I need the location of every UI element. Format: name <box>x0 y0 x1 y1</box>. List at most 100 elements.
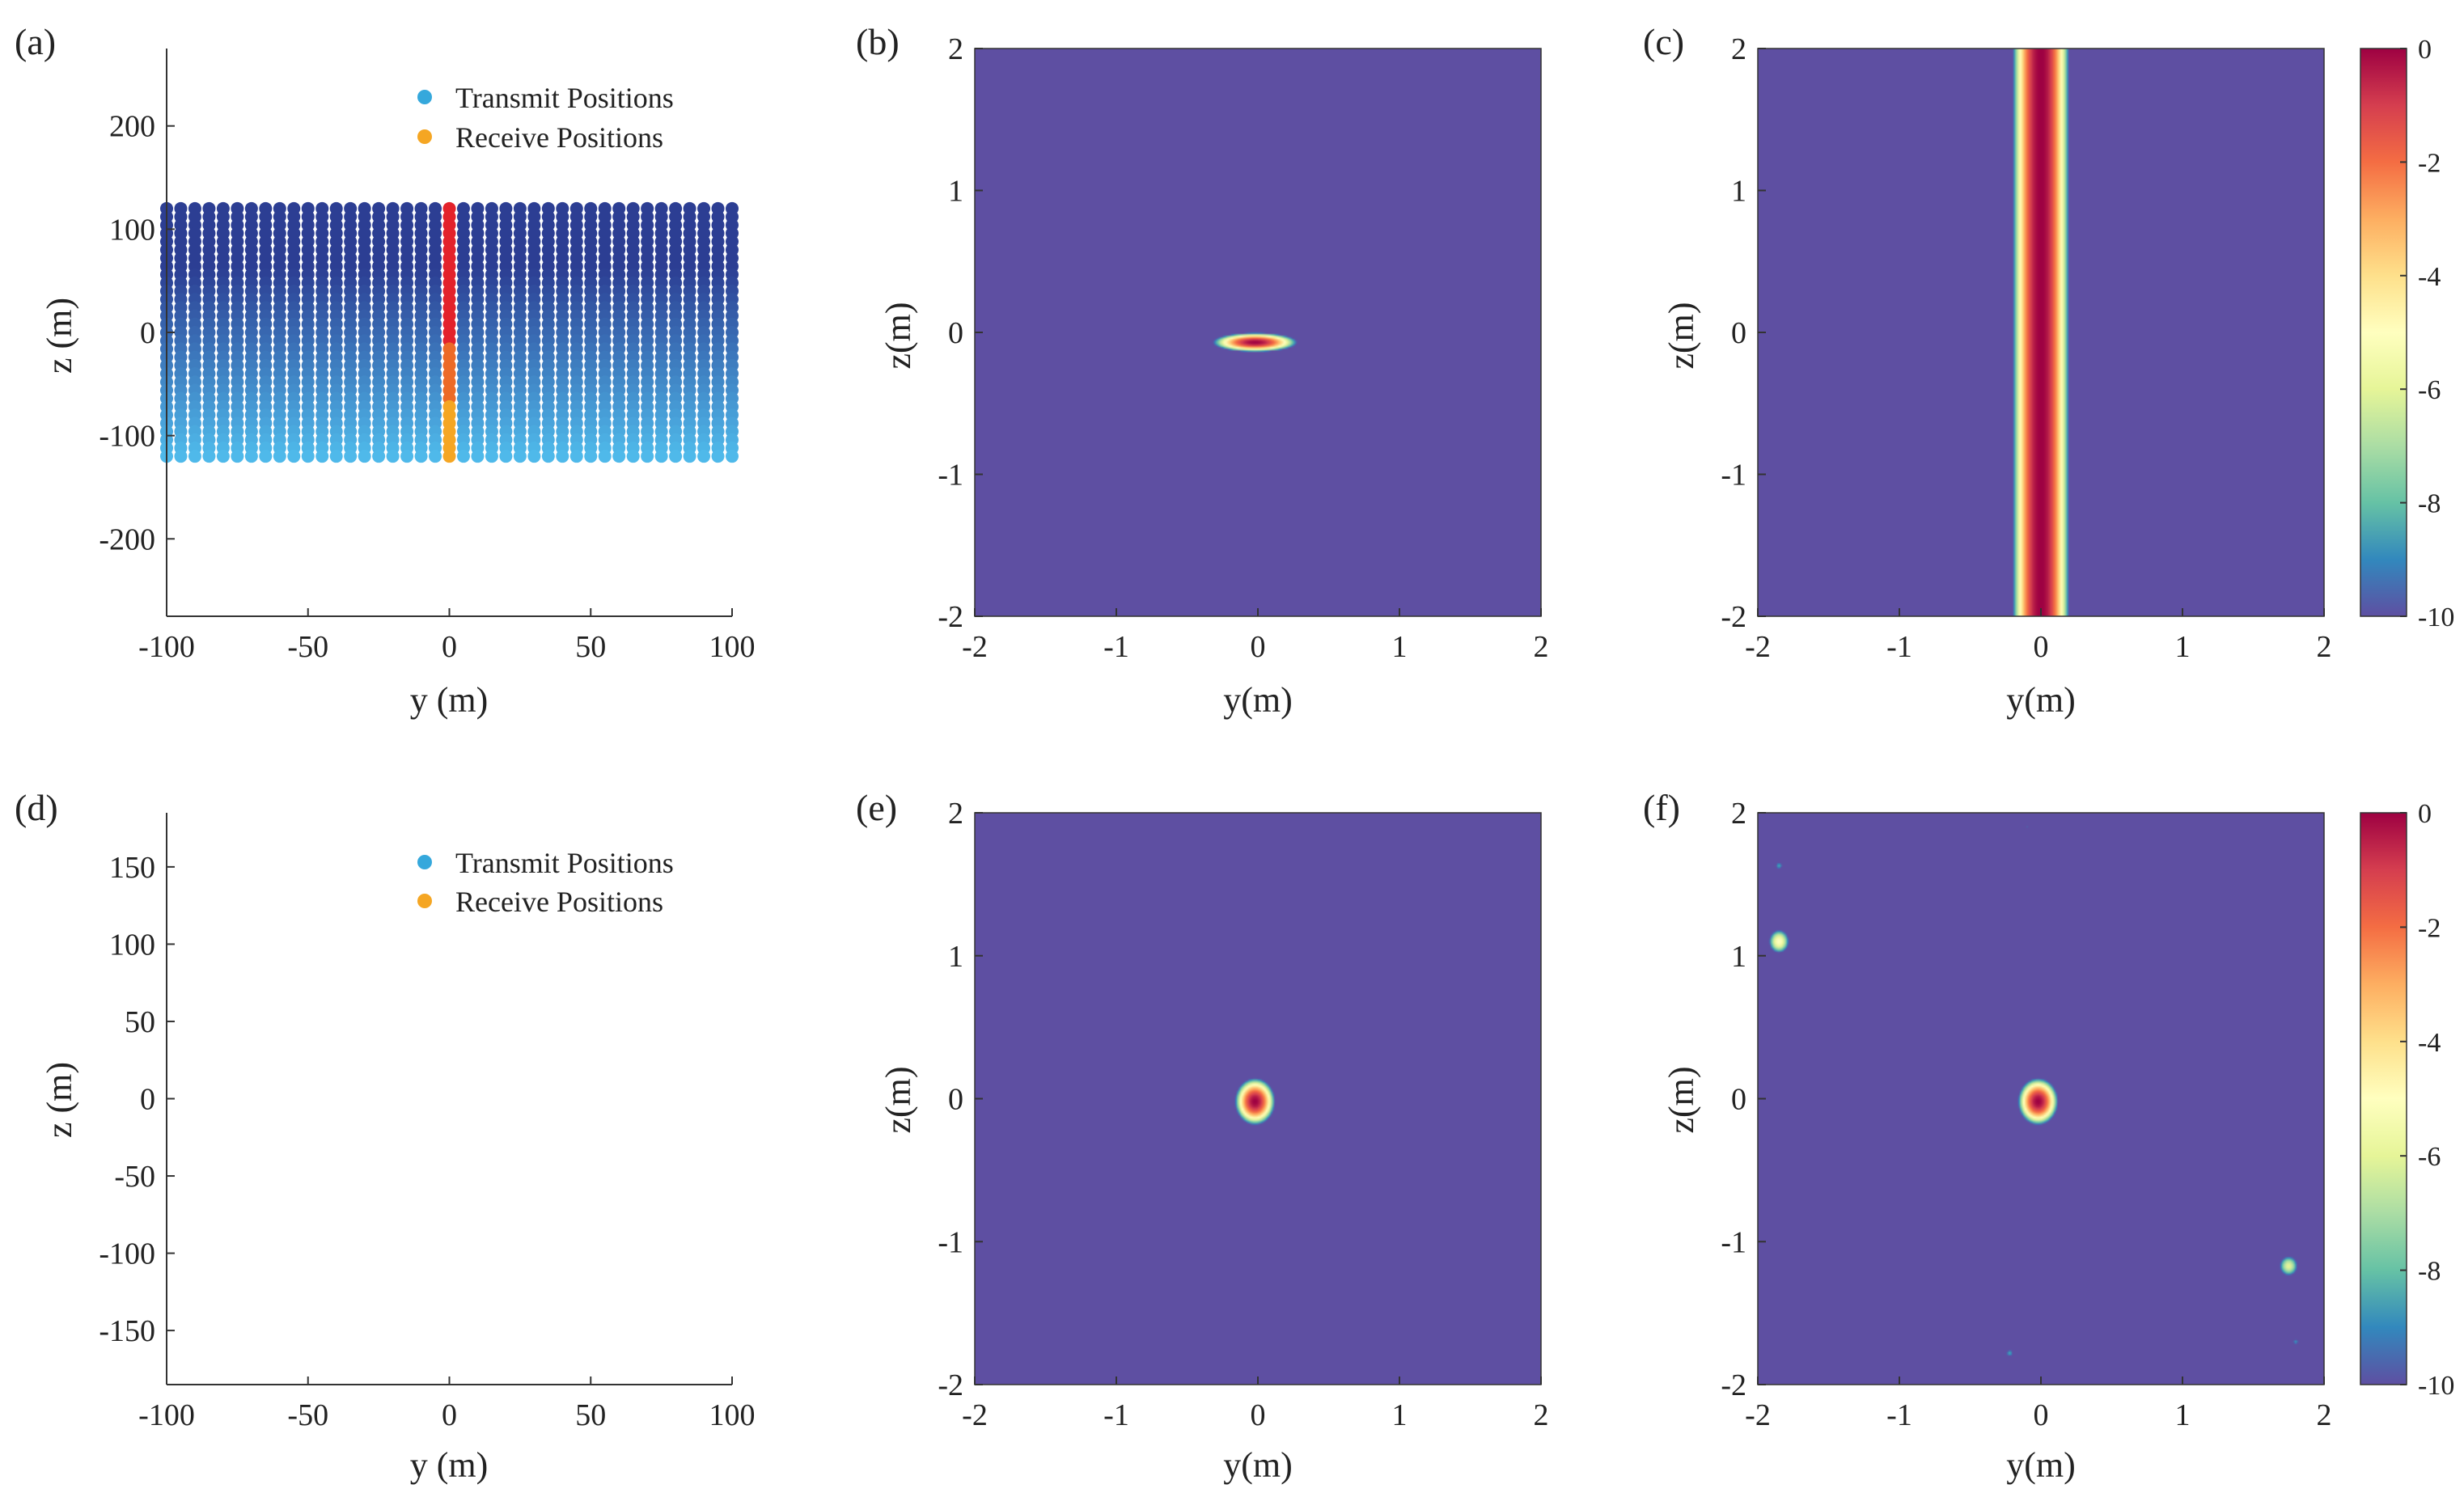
transmit-point <box>584 450 598 463</box>
x-tick-label: 1 <box>1392 630 1408 664</box>
x-tick-label: -50 <box>287 630 328 664</box>
transmit-point <box>726 450 739 463</box>
x-tick-label: -1 <box>1886 630 1912 664</box>
y-tick-label: 100 <box>109 928 155 962</box>
legend-transmit-marker <box>417 90 432 104</box>
y-axis-label: z(m) <box>1662 302 1701 369</box>
x-tick-label: -1 <box>1103 1398 1129 1432</box>
y-tick-label: -2 <box>1721 1368 1746 1402</box>
x-axis-label: y(m) <box>1223 1445 1293 1485</box>
heatmap-image <box>1758 813 2324 1385</box>
y-axis-label: z (m) <box>40 298 79 374</box>
x-tick-label: -1 <box>1103 630 1129 664</box>
y-tick-label: -200 <box>99 522 155 556</box>
axis-ticks: -100 -50 0 50 100 -200 -100 0 100 200 <box>99 110 755 664</box>
panel-d: (d) -100 -50 0 50 100 -150 -100 -50 0 50 100 150 y … <box>15 787 756 1485</box>
colorbar-tick-label: -6 <box>2418 375 2441 405</box>
transmit-column <box>287 201 301 463</box>
y-tick-label: -2 <box>938 600 963 634</box>
legend: Transmit Positions Receive Positions <box>417 847 674 918</box>
x-tick-label: 1 <box>2175 630 2191 664</box>
heatmap-image <box>975 813 1541 1385</box>
transmit-point <box>626 450 640 463</box>
transmit-column <box>541 201 555 463</box>
x-axis-label: y(m) <box>2006 680 2076 720</box>
legend-receive-label: Receive Positions <box>455 121 663 154</box>
transmit-column <box>569 201 583 463</box>
y-axis-label: z(m) <box>878 1066 918 1133</box>
colorbar-tick-label: -8 <box>2418 1257 2441 1287</box>
y-tick-label: -100 <box>99 420 155 454</box>
y-tick-label: 2 <box>948 797 963 831</box>
legend-transmit-label: Transmit Positions <box>455 847 674 879</box>
transmit-column <box>329 201 343 463</box>
panel-e: (e) -2 -1 0 1 2 -2 -1 0 1 2 y(m) z(m) <box>856 787 1549 1485</box>
heatmap-area <box>1757 812 2325 1385</box>
transmit-point <box>315 450 329 463</box>
x-axis-label: y(m) <box>2006 1445 2076 1485</box>
x-tick-label: -2 <box>962 630 988 664</box>
transmit-column <box>344 201 358 463</box>
transmit-column <box>598 201 612 463</box>
transmit-column <box>612 201 626 463</box>
heatmap-image <box>1758 49 2324 616</box>
x-tick-label: 0 <box>2034 1398 2049 1432</box>
colorbar: 0 -2 -4 -6 -8 -10 <box>2360 35 2454 632</box>
transmit-point <box>598 450 612 463</box>
transmit-column <box>231 201 244 463</box>
transmit-point <box>556 450 569 463</box>
colorbar-tick-label: -4 <box>2418 262 2441 292</box>
transmit-column <box>400 201 414 463</box>
axis-ticks: -100 -50 0 50 100 -150 -100 -50 0 50 100 150 <box>99 851 755 1432</box>
x-tick-label: 0 <box>442 1398 457 1432</box>
y-tick-label: -2 <box>1721 600 1746 634</box>
transmit-column <box>414 201 428 463</box>
transmit-point <box>456 450 470 463</box>
transmit-point <box>259 450 273 463</box>
axis-ticks: -2 -1 0 1 2 -2 -1 0 1 2 <box>1721 32 2331 664</box>
panel-b: (b) -2 -1 0 1 2 -2 -1 0 1 2 y(m) z(m) <box>856 21 1549 720</box>
colorbar-tick-label: 0 <box>2418 35 2432 65</box>
y-tick-label: -1 <box>1721 1225 1746 1259</box>
transmit-point <box>471 450 485 463</box>
y-tick-label: 1 <box>948 175 963 209</box>
transmit-column <box>584 201 598 463</box>
transmit-column <box>259 201 273 463</box>
transmit-column <box>456 201 470 463</box>
y-tick-label: -150 <box>99 1314 155 1348</box>
colorbar-tick-label: -2 <box>2418 913 2441 943</box>
colorbar-tick-label: -2 <box>2418 148 2441 178</box>
transmit-point <box>372 450 386 463</box>
legend-transmit-marker <box>417 855 432 869</box>
x-axis-label: y(m) <box>1223 680 1293 720</box>
transmit-column <box>216 201 230 463</box>
transmit-point <box>711 450 725 463</box>
transmit-point <box>641 450 654 463</box>
colorbar-tick-label: -8 <box>2418 489 2441 519</box>
transmit-point <box>301 450 315 463</box>
y-tick-label: 200 <box>109 110 155 144</box>
transmit-column <box>669 201 683 463</box>
panel-label: (c) <box>1643 21 1684 62</box>
panel-label: (f) <box>1643 787 1680 828</box>
panel-label: (d) <box>15 787 58 828</box>
transmit-column <box>202 201 216 463</box>
x-tick-label: 1 <box>1392 1398 1408 1432</box>
x-tick-label: 1 <box>2175 1398 2191 1432</box>
transmit-point <box>344 450 358 463</box>
y-tick-label: -50 <box>114 1160 155 1194</box>
y-tick-label: 1 <box>1731 940 1746 974</box>
transmit-column <box>654 201 668 463</box>
y-tick-label: 1 <box>1731 175 1746 209</box>
transmit-column <box>697 201 711 463</box>
transmit-column <box>641 201 654 463</box>
y-tick-label: 0 <box>140 316 155 350</box>
x-tick-label: 0 <box>442 630 457 664</box>
x-tick-label: 0 <box>1251 1398 1266 1432</box>
transmit-column <box>429 201 442 463</box>
y-tick-label: 100 <box>109 213 155 247</box>
transmit-column <box>626 201 640 463</box>
transmit-column <box>244 201 258 463</box>
colorbar-scale <box>2360 812 2407 1385</box>
transmit-point <box>202 450 216 463</box>
